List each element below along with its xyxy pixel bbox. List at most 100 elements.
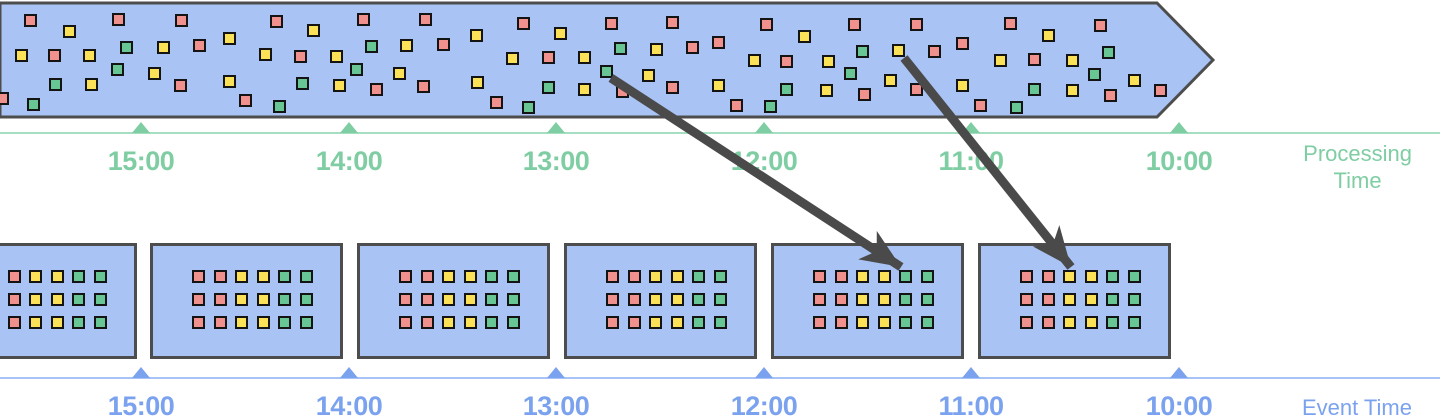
event-time-axis-line <box>0 377 1440 379</box>
event-square-yellow <box>29 293 43 306</box>
event-square-red <box>1093 18 1107 32</box>
event-square-yellow <box>442 316 456 329</box>
event-square-red <box>420 270 434 283</box>
event-square-green <box>72 316 86 329</box>
event-square-red <box>399 270 412 283</box>
event-square-green <box>72 293 86 306</box>
event-square-red <box>436 37 450 51</box>
event-square-yellow <box>891 43 905 57</box>
event_axis-label: 15:00 <box>107 391 175 418</box>
event-square-yellow <box>821 54 835 68</box>
processing_axis-label: 15:00 <box>107 146 175 176</box>
event-square-red <box>779 54 793 68</box>
event-square-yellow <box>329 49 343 63</box>
event-square-yellow <box>1084 316 1098 329</box>
event-square-green <box>1128 316 1141 329</box>
event-square-red <box>23 13 37 27</box>
event-square-green <box>1128 270 1141 283</box>
event-square-red <box>627 293 641 306</box>
event-square-green <box>899 270 913 283</box>
event-square-red <box>0 91 9 105</box>
event-square-red <box>192 270 205 283</box>
event-square-yellow <box>147 66 161 80</box>
event-square-green <box>692 270 706 283</box>
event-square-green <box>1128 293 1141 306</box>
event-square-red <box>627 316 641 329</box>
event-square-red <box>111 12 125 26</box>
event-square-red <box>604 16 618 30</box>
event-square-green <box>94 270 107 283</box>
event-square-green <box>714 270 727 283</box>
event-square-yellow <box>877 293 891 306</box>
event-square-yellow <box>82 48 96 62</box>
event-square-yellow <box>463 316 477 329</box>
event-square-green <box>110 62 124 76</box>
event-square-yellow <box>306 23 320 37</box>
event-square-yellow <box>392 66 406 80</box>
event-square-yellow <box>553 26 567 40</box>
processing-time-axis-title: Processing Time <box>1303 140 1412 194</box>
event_axis-label: 14:00 <box>315 391 383 418</box>
event-square-green <box>94 316 107 329</box>
event-square-red <box>606 270 619 283</box>
event-square-red <box>927 44 941 58</box>
event-square-yellow <box>256 270 270 283</box>
event-square-red <box>192 293 205 306</box>
event-square-red <box>813 270 826 283</box>
event-square-red <box>174 13 188 27</box>
event-assignment-arrow-1 <box>608 74 904 271</box>
event-square-yellow <box>50 270 64 283</box>
event-square-yellow <box>670 293 684 306</box>
event-square-green <box>714 293 727 306</box>
event_axis-label: 12:00 <box>730 391 798 418</box>
event-square-red <box>238 93 252 107</box>
event-square-green <box>899 316 913 329</box>
event-square-green <box>1009 100 1023 114</box>
event-square-yellow <box>505 51 519 65</box>
event-square-red <box>7 293 21 306</box>
event-square-red <box>1103 88 1117 102</box>
event-square-yellow <box>877 270 891 283</box>
event-square-red <box>489 95 503 109</box>
event-square-green <box>278 316 292 329</box>
processing-time-title-line2: Time <box>1333 168 1382 193</box>
processing_axis-label: 10:00 <box>1145 146 1213 176</box>
event-square-yellow <box>463 270 477 283</box>
event-square-green <box>272 99 286 113</box>
processing-time-title-line1: Processing <box>1303 141 1412 166</box>
event-square-green <box>599 64 613 78</box>
event_axis-label: 10:00 <box>1145 391 1213 418</box>
event-square-red <box>606 293 619 306</box>
event-square-red <box>627 270 641 283</box>
event-square-red <box>213 316 227 329</box>
event-square-yellow <box>856 293 870 306</box>
event-square-yellow <box>670 316 684 329</box>
event-square-green <box>1027 82 1041 96</box>
event-square-green <box>119 40 133 54</box>
event-square-red <box>7 270 21 283</box>
event-square-green <box>692 293 706 306</box>
event-square-green <box>1106 293 1120 306</box>
event-square-yellow <box>258 47 272 61</box>
event-square-red <box>857 87 871 101</box>
event-square-green <box>278 293 292 306</box>
event-square-green <box>1106 270 1120 283</box>
event-square-yellow <box>1065 53 1079 67</box>
event-square-red <box>729 98 743 112</box>
event-square-yellow <box>399 38 413 52</box>
event-square-red <box>1027 52 1041 66</box>
event-square-green <box>855 44 869 58</box>
event-square-red <box>192 316 205 329</box>
event-square-green <box>507 293 520 306</box>
processing_axis-label: 14:00 <box>315 146 383 176</box>
event-square-green <box>921 293 934 306</box>
event-square-yellow <box>711 78 725 92</box>
event-square-yellow <box>1063 270 1077 283</box>
event-square-yellow <box>463 293 477 306</box>
event-square-red <box>1041 293 1055 306</box>
event-square-yellow <box>235 270 249 283</box>
event-square-yellow <box>797 29 811 43</box>
